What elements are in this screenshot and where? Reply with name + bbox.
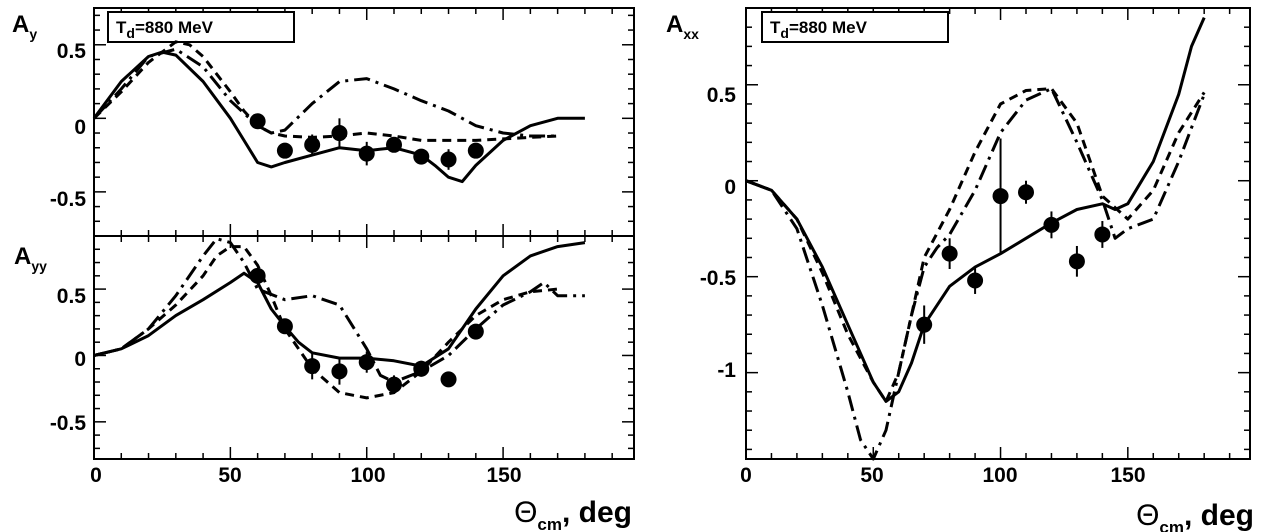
axx-energy-label-box bbox=[761, 11, 949, 43]
ay-ytick-labels: 0.5 0 -0.5 bbox=[50, 40, 87, 211]
data-point bbox=[358, 145, 375, 162]
ytick-label: -1 bbox=[717, 359, 736, 382]
series-solid-line bbox=[92, 50, 585, 184]
ayy-ylabel: Ayy bbox=[14, 243, 47, 274]
data-point bbox=[276, 142, 293, 159]
xtick-label: 0 bbox=[740, 464, 752, 487]
axx-ytick-labels: 0.5 0 -0.5 -1 bbox=[700, 84, 737, 382]
ytick-label: 0 bbox=[74, 116, 86, 139]
data-point bbox=[304, 358, 321, 375]
xtick-label: 50 bbox=[860, 464, 883, 487]
ytick-label: 0.5 bbox=[707, 84, 737, 107]
series-dash-dot-line bbox=[92, 47, 558, 138]
ay-energy-label: Td=880 MeV bbox=[107, 11, 295, 43]
left-xlabel: Θcm, deg bbox=[514, 496, 632, 532]
ay-energy-label-box bbox=[107, 11, 295, 43]
data-point bbox=[916, 316, 933, 333]
ytick-label: 0.5 bbox=[57, 285, 87, 308]
series-dashed-line bbox=[745, 87, 1206, 403]
axx-plot-frame bbox=[745, 7, 1251, 460]
data-point bbox=[358, 354, 375, 371]
data-point bbox=[1043, 216, 1060, 233]
data-point bbox=[413, 360, 430, 377]
data-point bbox=[304, 136, 321, 153]
ay-ylabel: Ay bbox=[12, 11, 37, 42]
ayy-ytick-labels: 0.5 0 -0.5 bbox=[50, 285, 87, 435]
data-point bbox=[467, 323, 484, 340]
ay-data-points bbox=[249, 113, 484, 170]
ytick-label: 0.5 bbox=[57, 40, 87, 63]
axx-curves bbox=[745, 16, 1206, 461]
data-point bbox=[440, 151, 457, 168]
xtick-label: 100 bbox=[350, 464, 385, 487]
axx-data-points bbox=[916, 138, 1111, 344]
ayy-curves bbox=[93, 237, 586, 400]
data-point bbox=[941, 245, 958, 262]
series-dashed-line bbox=[92, 40, 558, 142]
xtick-label: 150 bbox=[486, 464, 521, 487]
data-point bbox=[331, 125, 348, 142]
series-solid-line bbox=[93, 241, 586, 368]
ayy-data-points bbox=[249, 267, 484, 394]
xtick-label: 100 bbox=[982, 464, 1017, 487]
ytick-label: -0.5 bbox=[50, 412, 87, 435]
data-point bbox=[249, 267, 266, 284]
ayy-ticks bbox=[93, 235, 634, 459]
axx-ticks bbox=[745, 7, 1250, 459]
ayy-panel: 0.5 0 -0.5 0 50 100 150 Ayy Θcm, deg bbox=[14, 235, 635, 532]
axx-xtick-labels: 0 50 100 150 bbox=[740, 464, 1145, 487]
right-xlabel: Θcm, deg bbox=[1136, 499, 1254, 532]
xtick-label: 150 bbox=[1110, 464, 1145, 487]
data-point bbox=[386, 136, 402, 153]
data-point bbox=[249, 113, 266, 130]
data-point bbox=[386, 376, 402, 393]
data-point bbox=[331, 363, 348, 380]
data-point bbox=[1068, 253, 1085, 270]
series-dash-dot-line bbox=[745, 87, 1206, 461]
data-point bbox=[1018, 184, 1034, 201]
ytick-label: -0.5 bbox=[700, 267, 737, 290]
data-point bbox=[467, 142, 484, 159]
data-point bbox=[967, 272, 984, 289]
axx-ylabel: Axx bbox=[666, 11, 699, 42]
axx-energy-label: Td=880 MeV bbox=[761, 11, 949, 43]
xtick-label: 0 bbox=[90, 464, 102, 487]
ayy-xtick-labels: 0 50 100 150 bbox=[90, 464, 521, 487]
data-point bbox=[276, 318, 293, 335]
data-point bbox=[992, 188, 1009, 205]
axx-panel: 0.5 0 -0.5 -1 0 50 100 150 Axx Td=880 Me… bbox=[666, 7, 1254, 532]
ay-curves bbox=[92, 40, 585, 184]
ytick-label: -0.5 bbox=[50, 188, 87, 211]
ytick-label: 0 bbox=[724, 176, 736, 199]
data-point bbox=[413, 148, 430, 165]
series-dashed-line bbox=[93, 245, 558, 400]
ayy-plot-frame bbox=[93, 235, 635, 460]
axx-energy-label-text: Td=880 MeV bbox=[770, 18, 868, 41]
data-point bbox=[1094, 226, 1111, 243]
series-dash-dot-line bbox=[93, 237, 585, 384]
data-point bbox=[440, 371, 457, 388]
xtick-label: 50 bbox=[218, 464, 241, 487]
ytick-label: 0 bbox=[74, 348, 86, 371]
ay-panel: 0.5 0 -0.5 Ay Td=880 MeV bbox=[12, 7, 635, 237]
ay-energy-label-text: Td=880 MeV bbox=[116, 18, 214, 41]
